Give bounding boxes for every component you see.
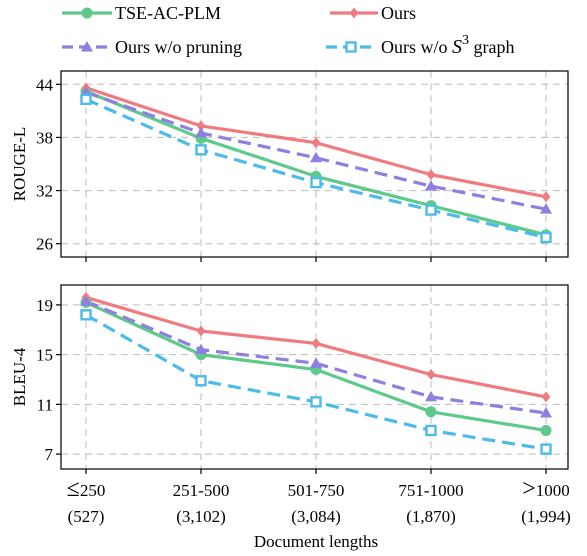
y-tick-label: 19 xyxy=(36,296,53,315)
x-tick-count: (1,994) xyxy=(521,507,571,526)
bleu-4-panel: 7 11 15 19 BLEU-4 xyxy=(10,284,569,474)
plot-frame xyxy=(60,284,569,470)
x-tick-count: (3,084) xyxy=(291,507,341,526)
data-point-nos3 xyxy=(195,375,207,387)
legend-label-ours: Ours xyxy=(381,3,416,23)
legend-label-nopruning: Ours w/o pruning xyxy=(115,37,242,57)
legend-label-nos3-suffix: graph xyxy=(469,37,514,57)
data-point-ours xyxy=(426,169,436,181)
x-tick-count: (1,870) xyxy=(406,507,456,526)
legend-label-nos3-prefix: Ours w/o xyxy=(381,37,452,57)
x-tick-count: (3,102) xyxy=(176,507,226,526)
x-tick-label: >1000 xyxy=(522,476,570,502)
data-point-nopruning xyxy=(310,151,322,163)
data-point-ours xyxy=(426,369,436,381)
data-point-ours xyxy=(196,325,206,337)
data-point-ours xyxy=(541,391,551,403)
y-tick-label: 44 xyxy=(36,75,54,94)
legend-marker-ours xyxy=(330,7,378,19)
y-tick-label: 15 xyxy=(36,346,53,365)
data-point-nos3 xyxy=(540,231,552,244)
data-point-tse xyxy=(425,406,437,418)
legend-marker-shape-nopruning xyxy=(81,41,93,52)
legend-item-nopruning: Ours w/o pruning xyxy=(62,37,242,57)
data-point-nos3 xyxy=(195,144,207,156)
y-axis-label-rouge-l: ROUGE-L xyxy=(10,127,29,202)
legend-label-nos3-sup: 3 xyxy=(462,33,469,48)
rouge-l-panel: 26 32 38 44 ROUGE-L xyxy=(10,70,569,262)
series-line-nopruning xyxy=(85,90,547,211)
y-tick-label: 11 xyxy=(37,395,53,414)
data-point-ours xyxy=(311,337,321,349)
legend-marker-shape-tse xyxy=(81,7,93,19)
x-axis-label: Document lengths xyxy=(254,532,378,551)
y-axis-label-bleu-4: BLEU-4 xyxy=(10,347,29,406)
x-tick-label: ≤250 xyxy=(67,476,106,502)
x-tick-label: 251-500 xyxy=(173,481,230,500)
data-point-nos3 xyxy=(80,93,92,106)
legend-label-nos3: Ours w/o S3 graph xyxy=(381,33,514,58)
data-point-nopruning xyxy=(195,127,207,138)
y-tick-label: 26 xyxy=(36,235,53,254)
y-tick-label: 32 xyxy=(36,182,53,201)
data-point-nopruning xyxy=(425,390,437,402)
plot-frame xyxy=(60,70,569,258)
legend-marker-nos3 xyxy=(326,41,376,53)
data-point-nos3 xyxy=(310,396,322,408)
data-point-nopruning xyxy=(310,357,322,368)
x-tick-label: 751-1000 xyxy=(398,481,463,500)
data-point-nos3 xyxy=(80,309,92,321)
data-point-ours xyxy=(541,191,551,203)
data-point-nos3 xyxy=(540,443,552,455)
legend-marker-shape-nos3 xyxy=(345,41,357,53)
legend-label-tse: TSE-AC-PLM xyxy=(115,3,221,23)
x-tick-label: 501-750 xyxy=(288,481,345,500)
legend-label-nos3-math: S xyxy=(452,36,462,58)
legend-item-nos3: Ours w/o S3 graph xyxy=(326,33,514,58)
data-point-nos3 xyxy=(425,204,437,216)
y-tick-label: 7 xyxy=(45,445,54,464)
data-point-nopruning xyxy=(195,343,207,355)
legend-item-ours: Ours xyxy=(330,3,416,23)
data-point-nopruning xyxy=(540,203,552,214)
x-tick-count: (527) xyxy=(68,507,105,526)
data-point-nos3 xyxy=(310,176,322,189)
legend-item-tse: TSE-AC-PLM xyxy=(62,3,221,23)
y-tick-label: 38 xyxy=(36,128,53,147)
data-point-nopruning xyxy=(80,295,92,306)
legend: TSE-AC-PLM Ours Ours w/o pruning Ours w/… xyxy=(62,3,514,58)
data-point-ours xyxy=(196,120,206,132)
legend-marker-shape-ours xyxy=(349,7,359,19)
data-point-tse xyxy=(540,424,552,436)
legend-marker-nopruning xyxy=(62,41,112,52)
data-point-nopruning xyxy=(540,407,552,418)
data-point-nos3 xyxy=(425,424,437,437)
data-point-ours xyxy=(311,137,321,149)
legend-marker-tse xyxy=(62,7,112,19)
x-axis: ≤250 (527) 251-500 (3,102) 501-750 (3,084) 751… xyxy=(67,476,571,526)
data-point-nopruning xyxy=(425,180,437,191)
